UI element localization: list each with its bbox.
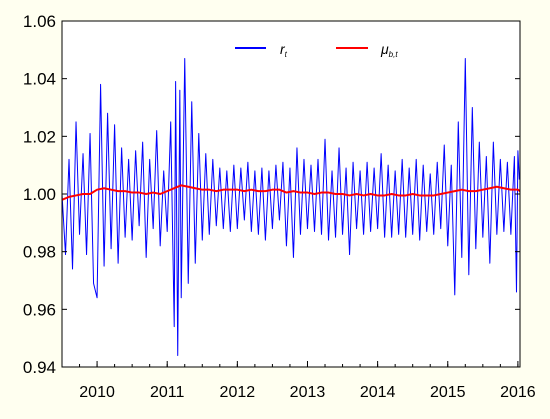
x-tick-label: 2012 bbox=[220, 384, 256, 401]
y-tick-label: 0.98 bbox=[23, 243, 56, 262]
series-layer bbox=[61, 57, 521, 356]
legend-label-r-sub: t bbox=[285, 50, 288, 59]
y-tick-label: 1.00 bbox=[23, 185, 56, 204]
y-tick-label: 1.06 bbox=[23, 12, 56, 31]
x-tick-label: 2013 bbox=[290, 384, 326, 401]
series-line-1 bbox=[61, 184, 521, 201]
y-tick-label: 1.04 bbox=[23, 70, 56, 89]
y-tick-label: 0.94 bbox=[23, 358, 56, 377]
x-axis: 2010 2011 2012 2013 2014 2015 2016 bbox=[61, 361, 536, 401]
legend-label-r-main: r bbox=[280, 41, 286, 57]
legend-label-mu-main: μ bbox=[380, 41, 389, 57]
x-tick-label: 2014 bbox=[360, 384, 396, 401]
legend-label-mu-sub: b,t bbox=[389, 50, 399, 59]
y-tick-label: 0.96 bbox=[23, 300, 56, 319]
x-tick-label: 2010 bbox=[79, 384, 115, 401]
legend-label-mu: μb,t bbox=[380, 41, 398, 59]
legend-label-r: rt bbox=[280, 41, 288, 59]
x-tick-label: 2011 bbox=[150, 384, 185, 401]
y-tick-label: 1.02 bbox=[23, 127, 56, 146]
series-line-0 bbox=[61, 57, 520, 356]
x-tick-label: 2016 bbox=[500, 384, 536, 401]
x-tick-label: 2015 bbox=[430, 384, 466, 401]
legend: rt μb,t bbox=[235, 41, 398, 59]
y-axis: 0.94 0.96 0.98 1.00 1.02 1.04 1.06 bbox=[23, 12, 520, 377]
